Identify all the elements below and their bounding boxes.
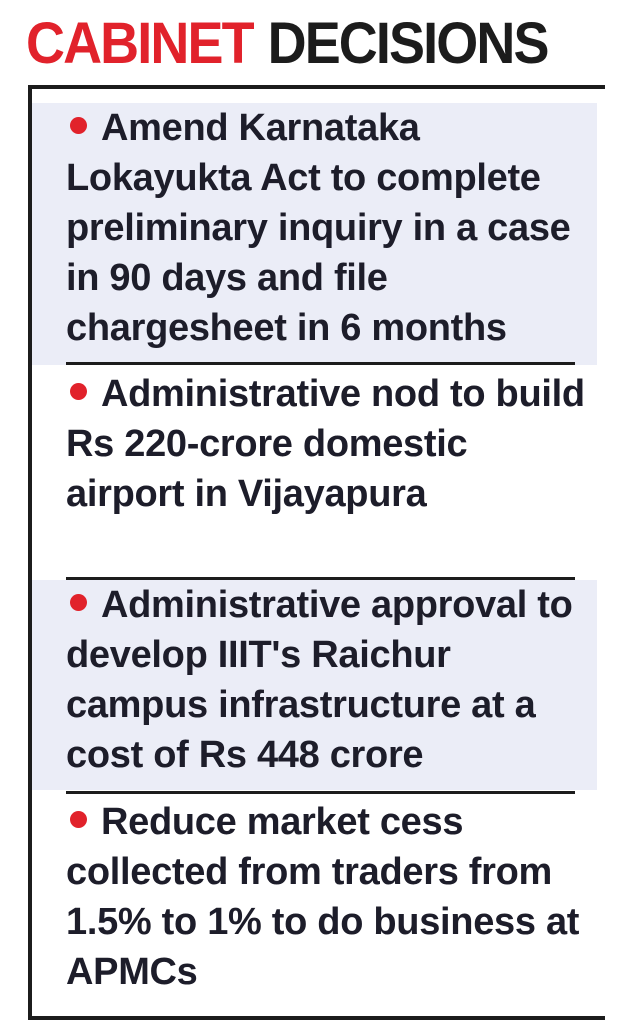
divider: [66, 577, 575, 580]
bullet-icon: [70, 594, 87, 611]
decisions-panel: Amend Karnataka Lokayukta Act to complet…: [28, 85, 605, 1020]
decision-2-text: Administrative nod to build Rs 220-crore…: [66, 373, 585, 515]
divider: [66, 362, 575, 365]
decision-1-text: Amend Karnataka Lokayukta Act to complet…: [66, 107, 571, 349]
divider: [66, 791, 575, 794]
decision-4-text: Reduce market cess collected from trader…: [66, 801, 580, 993]
decision-text: Administrative nod to build Rs 220-crore…: [66, 369, 589, 519]
bullet-icon: [70, 383, 87, 400]
list-item: Administrative nod to build Rs 220-crore…: [32, 369, 597, 577]
title-decisions: DECISIONS: [267, 10, 550, 76]
decision-text: Reduce market cess collected from trader…: [66, 797, 589, 997]
bullet-icon: [70, 811, 87, 828]
title-cabinet: CABINET: [26, 10, 255, 76]
list-item: Reduce market cess collected from trader…: [32, 797, 597, 1007]
decision-3-text: Administrative approval to develop IIIT'…: [66, 584, 573, 776]
list-item: Administrative approval to develop IIIT'…: [32, 580, 597, 790]
bullet-icon: [70, 117, 87, 134]
decision-text: Amend Karnataka Lokayukta Act to complet…: [66, 103, 589, 353]
decision-text: Administrative approval to develop IIIT'…: [66, 580, 589, 780]
list-item: Amend Karnataka Lokayukta Act to complet…: [32, 103, 597, 365]
page-title: CABINET DECISIONS: [26, 6, 550, 80]
